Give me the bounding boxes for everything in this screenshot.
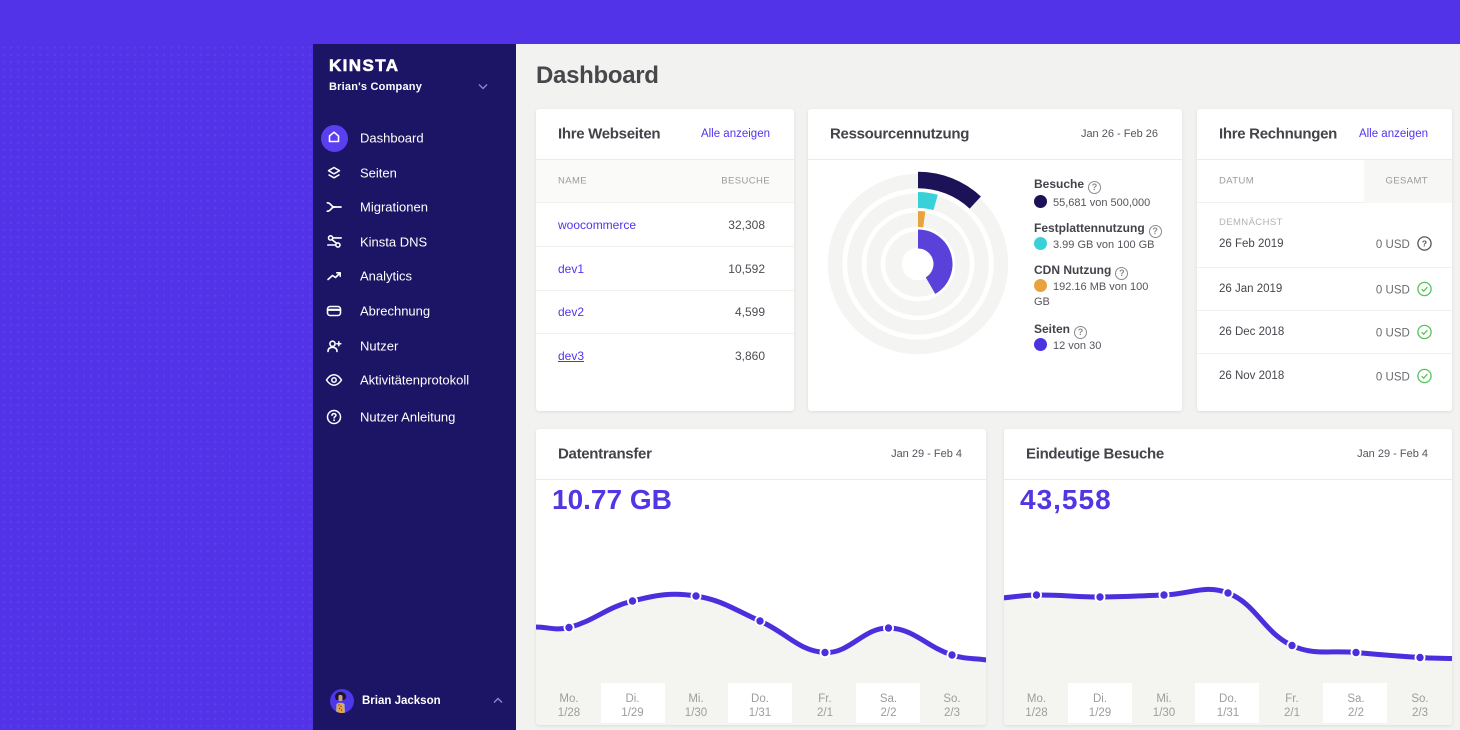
svg-text:Sa.: Sa.: [880, 693, 897, 705]
svg-text:1/30: 1/30: [685, 707, 707, 719]
svg-text:2/1: 2/1: [817, 707, 833, 719]
svg-text:2/2: 2/2: [1348, 707, 1364, 719]
svg-text:Di.: Di.: [625, 693, 639, 705]
svg-text:1/31: 1/31: [1217, 707, 1239, 719]
svg-text:2/2: 2/2: [881, 707, 897, 719]
svg-text:1/28: 1/28: [1025, 707, 1047, 719]
svg-text:1/31: 1/31: [749, 707, 771, 719]
svg-text:Sa.: Sa.: [1347, 693, 1364, 705]
svg-text:Fr.: Fr.: [818, 693, 831, 705]
svg-text:1/29: 1/29: [621, 707, 643, 719]
svg-text:Fr.: Fr.: [1285, 693, 1298, 705]
svg-text:Mo.: Mo.: [1027, 693, 1046, 705]
svg-text:Mo.: Mo.: [559, 693, 578, 705]
svg-text:So.: So.: [943, 693, 960, 705]
svg-text:2/3: 2/3: [1412, 707, 1428, 719]
svg-text:Do.: Do.: [751, 693, 769, 705]
svg-text:Mi.: Mi.: [1156, 693, 1171, 705]
svg-text:1/30: 1/30: [1153, 707, 1175, 719]
svg-text:Mi.: Mi.: [688, 693, 703, 705]
svg-text:?: ?: [1422, 239, 1427, 249]
svg-text:1/28: 1/28: [558, 707, 580, 719]
svg-text:Do.: Do.: [1219, 693, 1237, 705]
svg-text:2/3: 2/3: [944, 707, 960, 719]
svg-text:So.: So.: [1411, 693, 1428, 705]
svg-text:1/29: 1/29: [1089, 707, 1111, 719]
svg-text:2/1: 2/1: [1284, 707, 1300, 719]
svg-text:Di.: Di.: [1093, 693, 1107, 705]
